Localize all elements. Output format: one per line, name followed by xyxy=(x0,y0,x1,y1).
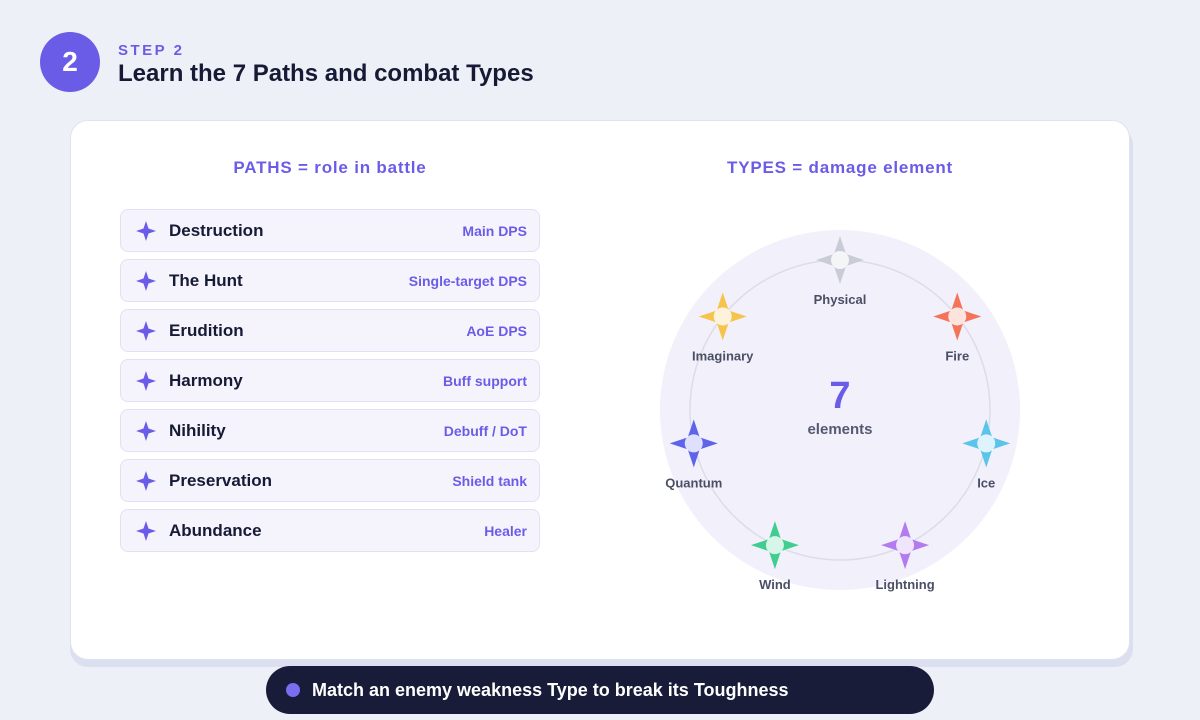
sparkle-icon xyxy=(135,420,157,442)
type-node-lightning: Lightning xyxy=(875,521,935,592)
type-label: Physical xyxy=(814,292,867,307)
path-role: Buff support xyxy=(443,372,527,389)
path-name: The Hunt xyxy=(169,270,243,290)
path-role: Main DPS xyxy=(462,222,527,239)
element-core xyxy=(765,536,784,555)
type-label: Fire xyxy=(945,348,969,363)
tip-banner: Match an enemy weakness Type to break it… xyxy=(266,666,934,714)
path-role: Debuff / DoT xyxy=(443,422,527,439)
path-name: Preservation xyxy=(169,470,272,490)
path-role: Single-target DPS xyxy=(408,272,527,289)
path-name: Nihility xyxy=(169,420,226,440)
type-label: Imaginary xyxy=(692,348,754,363)
element-core xyxy=(713,307,732,326)
path-row-nihility: Nihility Debuff / DoT xyxy=(120,409,540,452)
step-number: 2 xyxy=(62,46,78,77)
type-node-fire: Fire xyxy=(933,292,982,363)
path-row-preservation: Preservation Shield tank xyxy=(120,459,540,502)
tip-text: Match an enemy weakness Type to break it… xyxy=(312,679,789,700)
sparkle-icon xyxy=(135,220,157,242)
type-node-quantum: Quantum xyxy=(665,419,722,490)
paths-heading: PATHS = role in battle xyxy=(233,158,427,177)
type-label: Quantum xyxy=(665,475,722,490)
type-nodes: Physical Fire Ice Lightning Wind Quantum Imagi… xyxy=(665,236,1011,592)
sparkle-icon xyxy=(135,520,157,542)
step-label: STEP 2 xyxy=(118,42,185,59)
page-title: Learn the 7 Paths and combat Types xyxy=(118,60,534,87)
sparkle-icon xyxy=(135,320,157,342)
path-name: Destruction xyxy=(169,220,264,240)
element-core xyxy=(831,251,849,269)
center-label: elements xyxy=(807,421,872,438)
path-role: AoE DPS xyxy=(466,322,527,339)
path-list: Destruction Main DPS The Hunt Single-tar… xyxy=(120,209,540,559)
path-row-erudition: Erudition AoE DPS xyxy=(120,309,540,352)
element-core xyxy=(977,434,996,453)
element-core xyxy=(896,536,915,555)
path-row-abundance: Abundance Healer xyxy=(120,509,540,552)
sparkle-icon xyxy=(135,370,157,392)
sparkle-icon xyxy=(135,270,157,292)
center-number: 7 xyxy=(829,375,850,417)
path-name: Harmony xyxy=(169,370,243,390)
type-label: Ice xyxy=(977,475,995,490)
wheel-background xyxy=(660,230,1020,590)
step-number-badge: 2 xyxy=(40,32,100,92)
type-node-wind: Wind xyxy=(750,521,799,592)
types-wheel: 7 elements Physical Fire Ice Lightning Wind Q… xyxy=(660,230,1020,592)
element-core xyxy=(684,434,703,453)
sparkle-icon xyxy=(135,470,157,492)
type-label: Wind xyxy=(759,577,791,592)
type-label: Lightning xyxy=(875,577,934,592)
type-node-imaginary: Imaginary xyxy=(692,292,754,363)
types-heading: TYPES = damage element xyxy=(727,158,953,177)
type-node-physical: Physical xyxy=(814,236,867,307)
path-name: Abundance xyxy=(169,520,262,540)
path-row-harmony: Harmony Buff support xyxy=(120,359,540,402)
type-node-ice: Ice xyxy=(962,419,1011,490)
element-core xyxy=(948,307,967,326)
path-role: Healer xyxy=(484,522,527,539)
path-row-the-hunt: The Hunt Single-target DPS xyxy=(120,259,540,302)
path-name: Erudition xyxy=(169,320,244,340)
path-row-destruction: Destruction Main DPS xyxy=(120,209,540,252)
path-role: Shield tank xyxy=(452,472,527,489)
bullet-dot xyxy=(286,683,300,697)
